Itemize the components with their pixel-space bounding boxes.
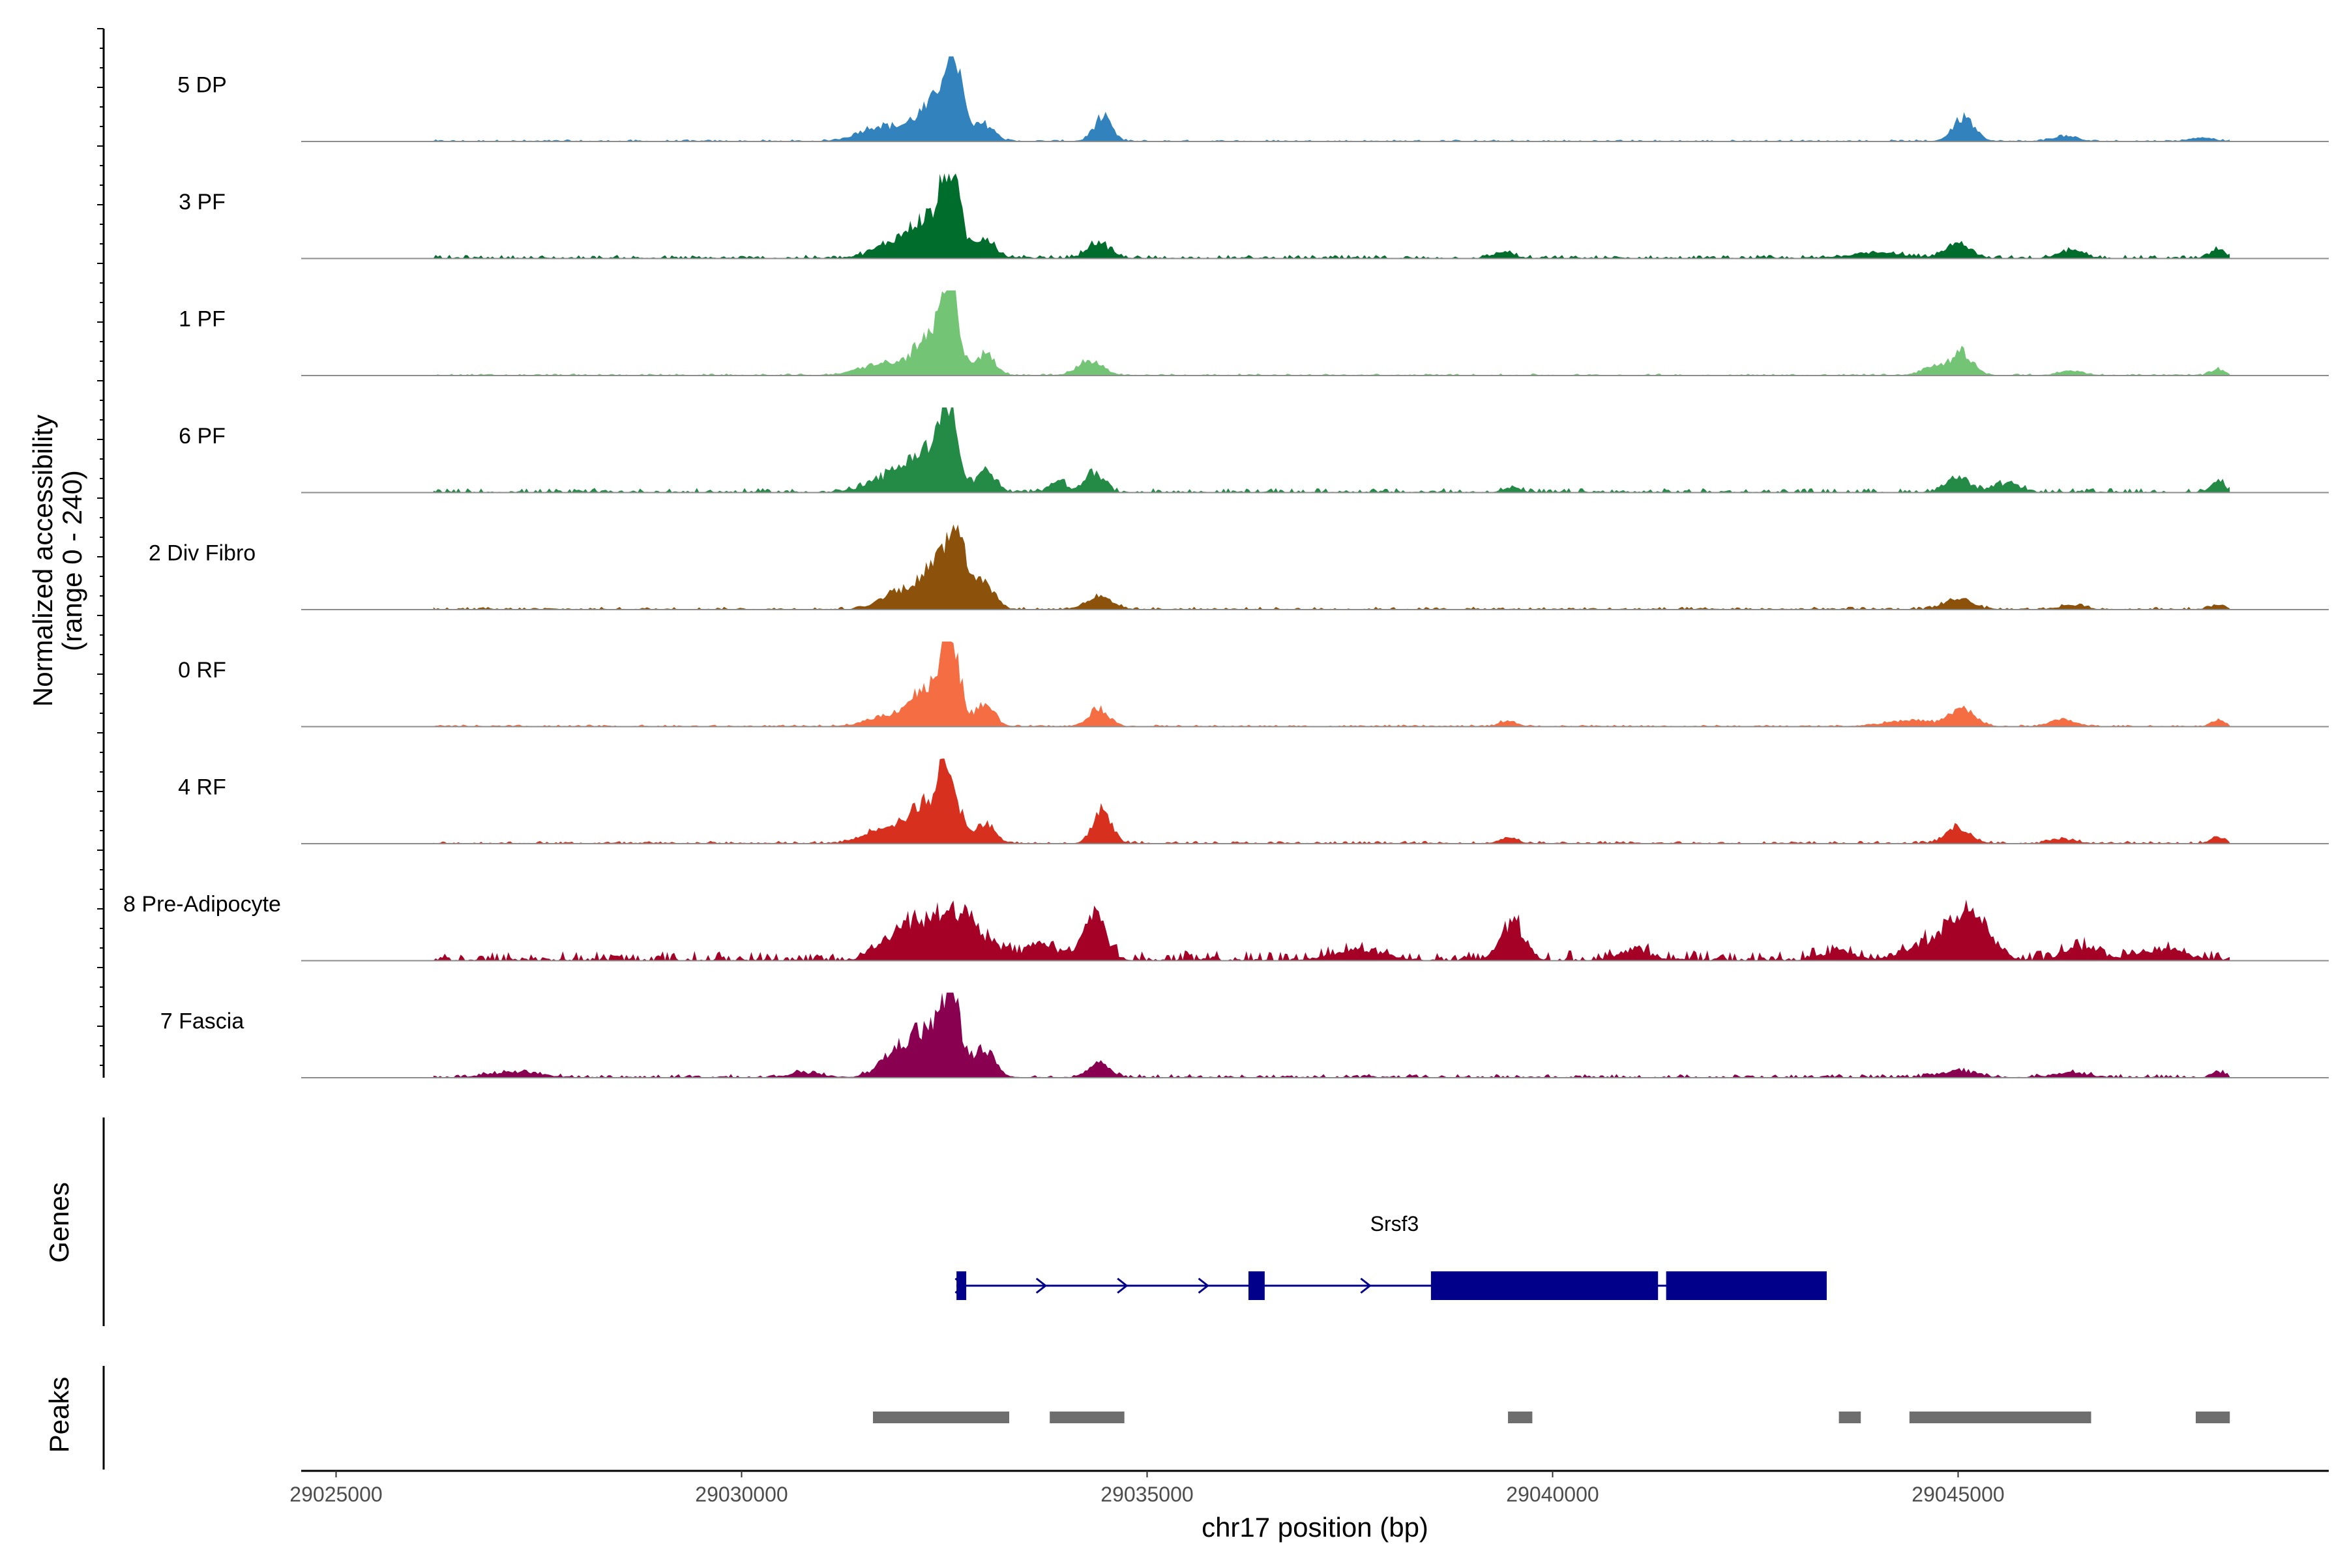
track-3-pf: 3 PF xyxy=(179,173,2329,259)
peak-region xyxy=(873,1412,1010,1423)
gene-exon xyxy=(1666,1271,1827,1300)
x-tick-label: 29030000 xyxy=(695,1483,788,1506)
track-label: 7 Fascia xyxy=(160,1009,244,1034)
strand-arrow xyxy=(1198,1277,1209,1294)
track-label: 5 DP xyxy=(177,73,227,98)
track-4-rf: 4 RF xyxy=(178,758,2329,844)
coverage-area xyxy=(433,56,2230,141)
track-6-pf: 6 PF xyxy=(179,407,2329,494)
track-label: 8 Pre-Adipocyte xyxy=(123,892,281,917)
x-axis-title: chr17 position (bp) xyxy=(1202,1512,1428,1543)
track-label: 4 RF xyxy=(178,775,226,800)
track-label: 2 Div Fibro xyxy=(149,541,256,566)
x-tick-label: 29025000 xyxy=(289,1483,382,1506)
strand-arrow xyxy=(1117,1277,1129,1294)
strand-arrow xyxy=(1035,1277,1048,1294)
track-5-dp: 5 DP xyxy=(177,56,2329,142)
gene-exon xyxy=(1248,1271,1265,1300)
coverage-area xyxy=(433,642,2230,726)
genes-track xyxy=(954,1271,1827,1300)
peak-region xyxy=(1838,1412,1861,1423)
strand-arrow xyxy=(1360,1277,1372,1294)
genes-track-title: Genes xyxy=(44,1182,74,1263)
y-axis-subtitle: (range 0 - 240) xyxy=(57,470,87,651)
peak-region xyxy=(1050,1412,1125,1423)
x-tick-label: 29040000 xyxy=(1506,1483,1599,1506)
gene-exon xyxy=(1430,1271,1659,1300)
track-0-rf: 0 RF xyxy=(178,642,2329,728)
gene-name-label: Srsf3 xyxy=(1370,1212,1419,1235)
coverage-area xyxy=(433,173,2230,258)
x-axis: 29025000 29030000 29035000 29040000 29045000 xyxy=(289,1470,2329,1506)
coverage-area xyxy=(433,290,2230,376)
peaks-track xyxy=(873,1412,2230,1423)
x-tick-label: 29035000 xyxy=(1100,1483,1193,1506)
track-8-pre-adipocyte: 8 Pre-Adipocyte xyxy=(123,892,2329,962)
x-tick-label: 29045000 xyxy=(1912,1483,2004,1506)
track-label: 6 PF xyxy=(179,424,226,449)
y-axis-title: Normalized accessibility xyxy=(27,415,58,707)
peak-region xyxy=(1909,1412,2091,1423)
gene-exon xyxy=(956,1271,967,1300)
track-label: 0 RF xyxy=(178,658,226,683)
strand-arrow xyxy=(954,1277,966,1294)
peak-region xyxy=(2195,1412,2230,1423)
track-label: 3 PF xyxy=(179,190,226,214)
left-y-axis xyxy=(97,28,105,1470)
coverage-area xyxy=(433,407,2230,492)
track-2-div-fibro: 2 Div Fibro xyxy=(149,524,2329,610)
coverage-area xyxy=(433,899,2230,960)
peaks-track-title: Peaks xyxy=(44,1377,74,1453)
track-1-pf: 1 PF xyxy=(179,290,2329,376)
track-label: 1 PF xyxy=(179,307,226,332)
coverage-area xyxy=(433,758,2230,844)
track-7-fascia: 7 Fascia xyxy=(160,992,2329,1078)
coverage-area xyxy=(433,992,2230,1078)
peak-region xyxy=(1508,1412,1533,1423)
coverage-tracks: 5 DP 3 PF 1 PF 6 PF 2 Div Fibro 0 RF 4 RF 8 Pre… xyxy=(123,56,2329,1078)
coverage-area xyxy=(433,524,2230,610)
